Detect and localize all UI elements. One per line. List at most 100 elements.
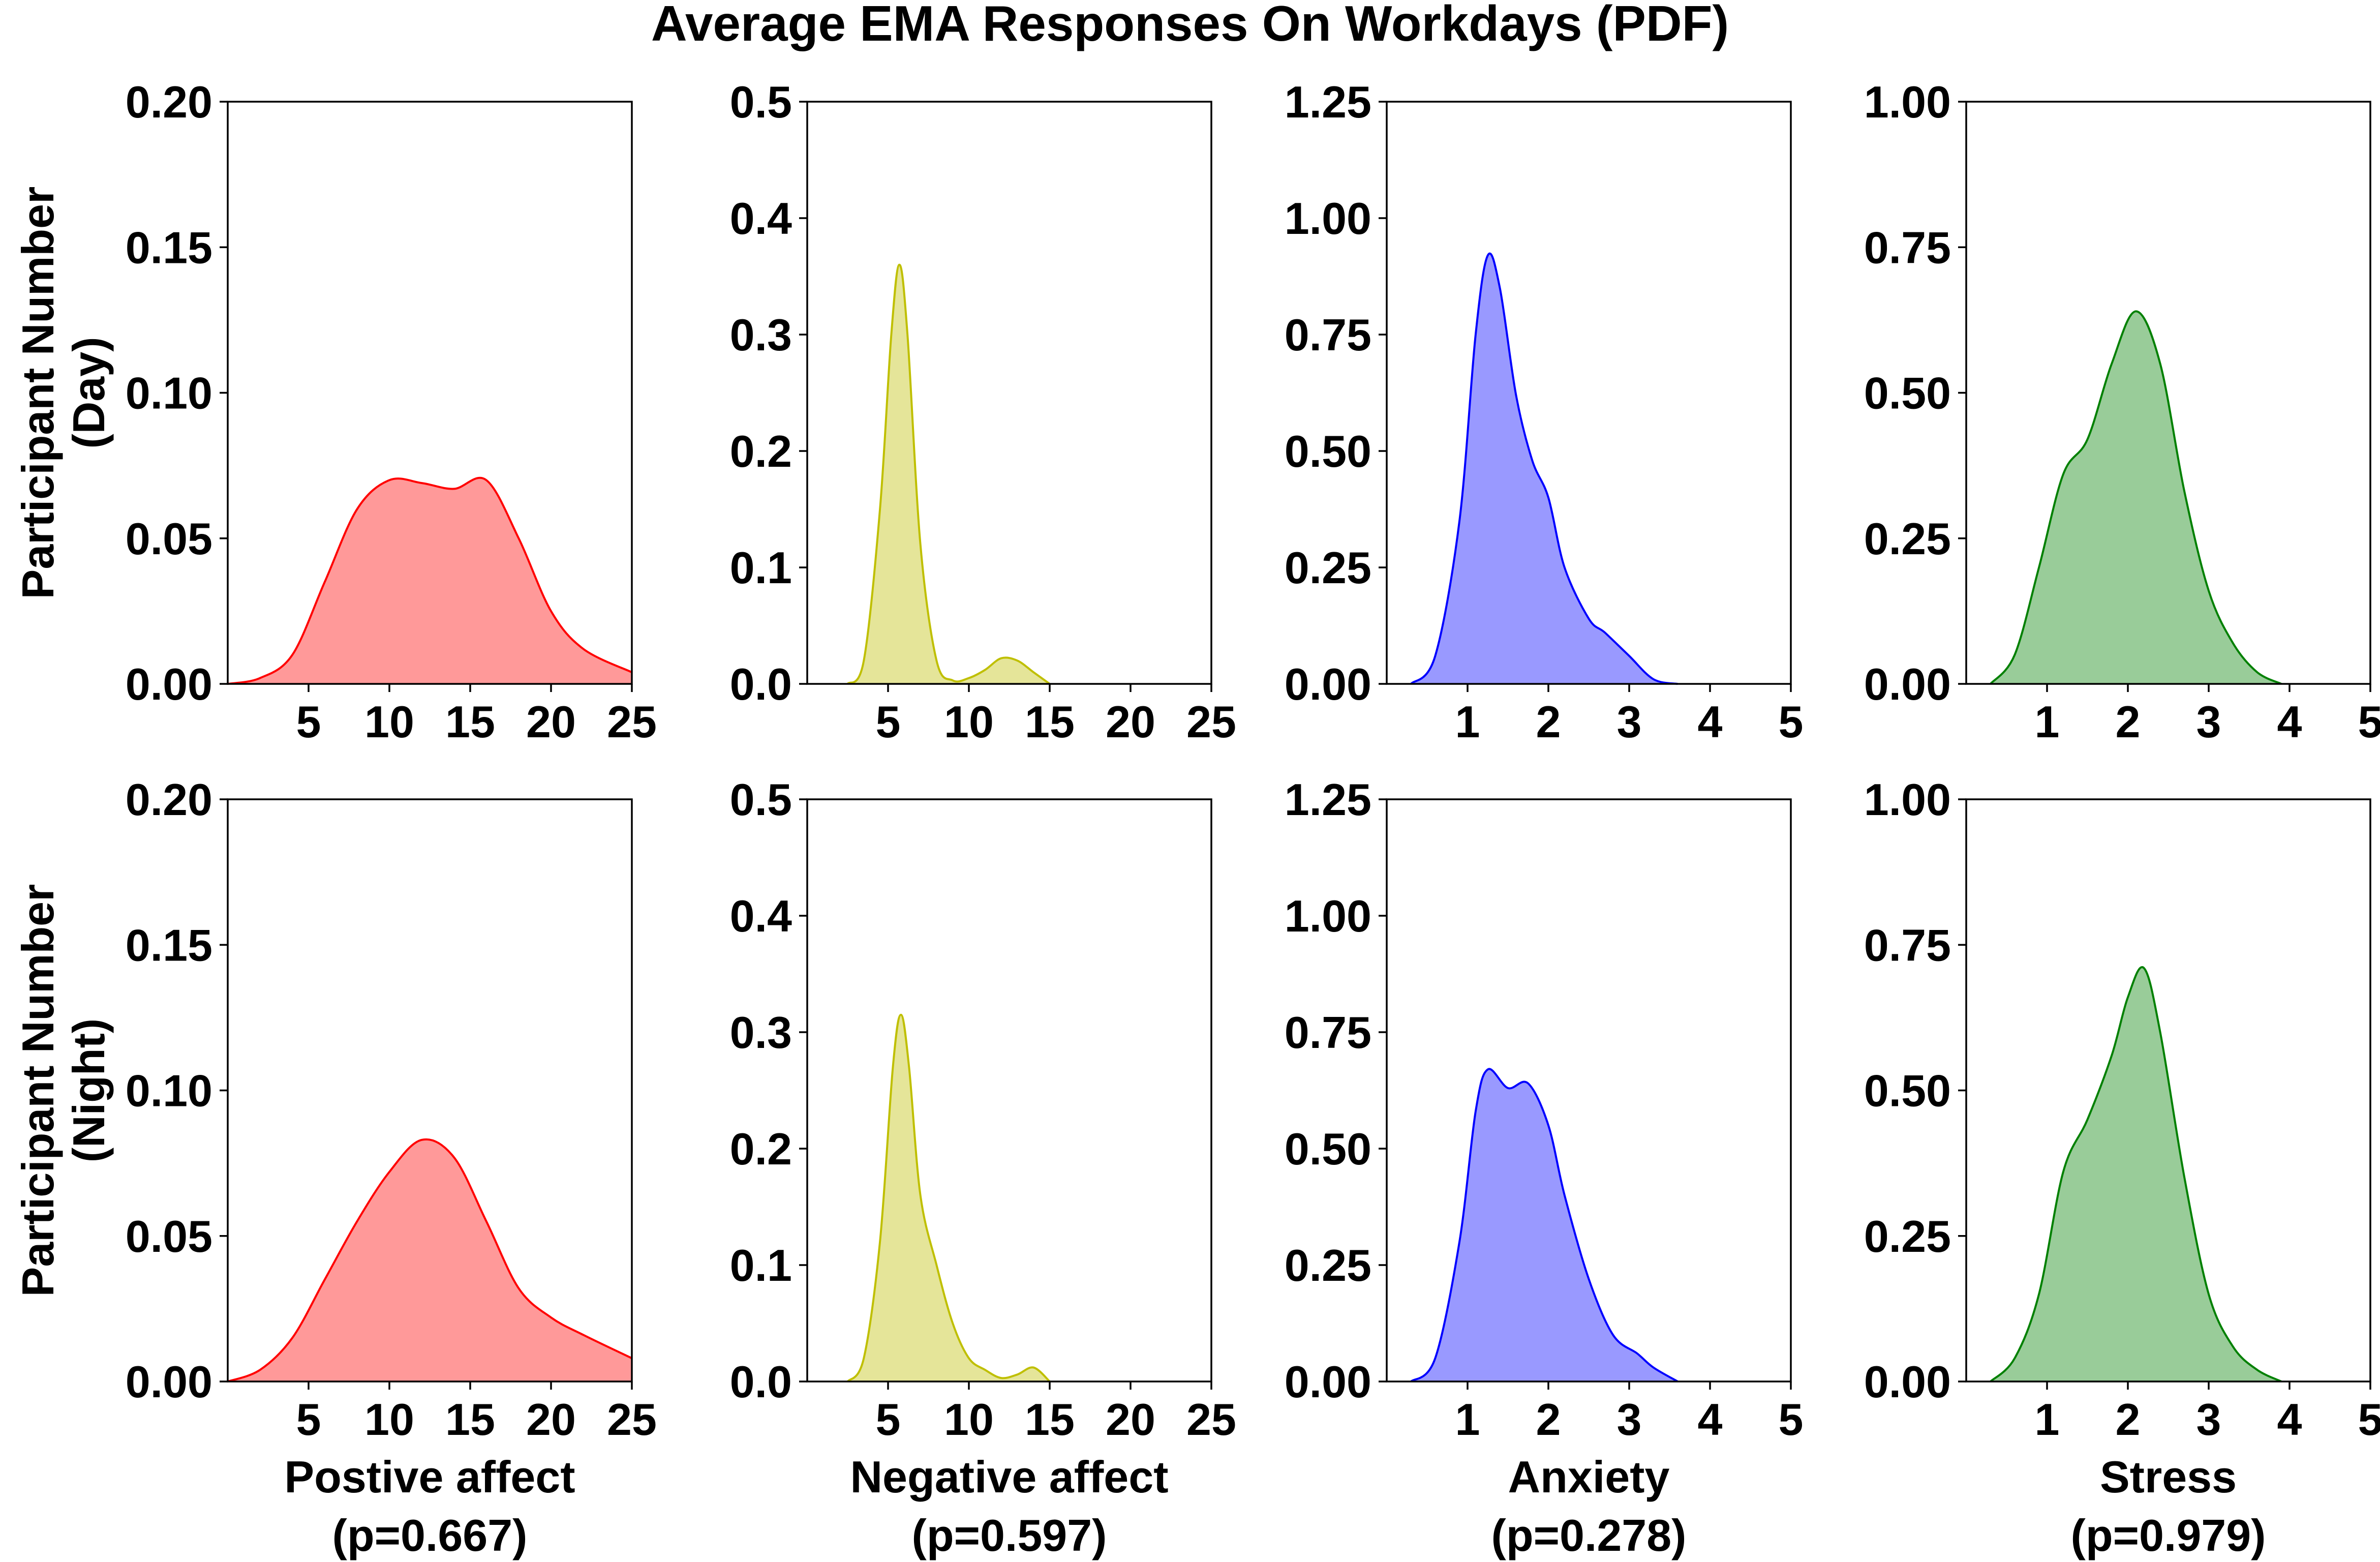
- y-tick-label: 1.00: [1864, 774, 1951, 825]
- x-tick-label: 15: [445, 1394, 495, 1445]
- y-tick-label: 0.25: [1285, 1240, 1371, 1290]
- x-tick-label: 3: [1617, 697, 1642, 747]
- y-tick-label: 1.00: [1864, 77, 1951, 127]
- x-tick-label: 2: [2116, 1394, 2141, 1445]
- density-line: [227, 476, 632, 685]
- y-tick-label: 0.4: [730, 193, 792, 244]
- x-axis-label: Negative affect: [850, 1452, 1168, 1502]
- subplot-r0-c0: 5 10 15 20 25 0.00 0.05 0.10 0.15 0.20: [126, 77, 657, 747]
- x-axis-pvalue: (p=0.597): [912, 1510, 1107, 1560]
- y-tick-label: 1.00: [1285, 193, 1371, 244]
- y-tick-label: 0.1: [730, 543, 792, 593]
- y-tick-label: 0.50: [1285, 426, 1371, 476]
- y-tick-label: 0.5: [730, 77, 792, 127]
- x-tick-label: 10: [364, 1394, 414, 1445]
- y-tick-label: 0.20: [126, 77, 212, 127]
- y-tick-label: 0.0: [730, 1357, 792, 1407]
- x-tick-label: 20: [526, 1394, 576, 1445]
- x-tick-label: 20: [1106, 1394, 1155, 1445]
- x-tick-label: 5: [1779, 697, 1804, 747]
- x-tick-label: 1: [1455, 1394, 1480, 1445]
- density-line: [846, 263, 1051, 685]
- axes-frame: [806, 798, 1212, 1383]
- y-tick-label: 0.25: [1864, 1211, 1951, 1261]
- x-tick-label: 20: [526, 697, 576, 747]
- y-axis-label-line1: Participant Number: [13, 187, 63, 599]
- x-tick-label: 1: [2035, 1394, 2060, 1445]
- y-tick-label: 0.75: [1864, 920, 1951, 970]
- density-line: [1990, 310, 2282, 685]
- y-tick-label: 0.50: [1864, 1066, 1951, 1116]
- x-tick-label: 15: [1025, 1394, 1075, 1445]
- x-tick-label: 25: [607, 1394, 657, 1445]
- y-tick-label: 0.50: [1285, 1124, 1371, 1174]
- y-tick-label: 0.50: [1864, 368, 1951, 418]
- x-tick-label: 20: [1106, 697, 1155, 747]
- y-tick-label: 0.3: [730, 310, 792, 360]
- y-tick-label: 0.10: [126, 1066, 212, 1116]
- y-tick-label: 0.15: [126, 920, 212, 970]
- y-tick-label: 0.00: [1285, 1357, 1371, 1407]
- x-tick-label: 5: [876, 697, 901, 747]
- axes-frame: [1386, 101, 1792, 685]
- x-tick-label: 5: [2358, 1394, 2380, 1445]
- subplot-r0-c2: 1 2 3 4 5 0.00 0.25 0.50 0.75 1.00 1.25: [1285, 77, 1804, 747]
- x-tick-label: 15: [1025, 697, 1075, 747]
- density-fill: [228, 1139, 632, 1381]
- y-axis-label-line2: (Night): [64, 1018, 114, 1162]
- y-tick-label: 0.05: [126, 514, 212, 564]
- x-tick-label: 5: [2358, 697, 2380, 747]
- x-tick-label: 4: [1698, 1394, 1723, 1445]
- x-tick-label: 10: [944, 697, 994, 747]
- x-tick-label: 5: [296, 1394, 321, 1445]
- density-fill: [1990, 967, 2282, 1381]
- subplot-r0-c1: 5 10 15 20 25 0.0 0.1 0.2 0.3 0.4 0.5: [730, 77, 1236, 747]
- x-tick-label: 1: [2035, 697, 2060, 747]
- density-fill: [1990, 311, 2282, 684]
- x-axis-label: Anxiety: [1508, 1452, 1670, 1502]
- figure-title: Average EMA Responses On Workdays (PDF): [651, 0, 1729, 51]
- x-tick-label: 3: [2196, 1394, 2221, 1445]
- y-tick-label: 1.00: [1285, 891, 1371, 941]
- y-tick-label: 0.1: [730, 1240, 792, 1290]
- x-tick-label: 2: [1536, 697, 1561, 747]
- y-axis-label-row-0: Participant Number (Day): [13, 187, 114, 599]
- x-tick-label: 25: [1186, 1394, 1236, 1445]
- y-axis-label-row-1: Participant Number (Night): [13, 884, 114, 1297]
- subplot-r1-c3: 1 2 3 4 5 0.00 0.25 0.50 0.75 1.00 Stress (p=0.979): [1864, 774, 2380, 1560]
- density-fill: [1411, 1069, 1678, 1381]
- subplot-r1-c0: 5 10 15 20 25 0.00 0.05 0.10 0.15 0.20 Postive aff…: [126, 774, 657, 1560]
- x-tick-label: 5: [1779, 1394, 1804, 1445]
- subplot-r0-c3: 1 2 3 4 5 0.00 0.25 0.50 0.75 1.00: [1864, 77, 2380, 747]
- y-tick-label: 0.2: [730, 426, 792, 476]
- y-tick-label: 0.3: [730, 1007, 792, 1058]
- axes-frame: [1386, 798, 1792, 1383]
- x-axis-label: Postive affect: [284, 1452, 575, 1502]
- y-tick-label: 0.15: [126, 222, 212, 273]
- y-tick-label: 0.00: [126, 659, 212, 709]
- y-tick-label: 0.4: [730, 891, 792, 941]
- y-tick-label: 1.25: [1285, 774, 1371, 825]
- y-tick-label: 0.00: [1285, 659, 1371, 709]
- density-line: [1990, 966, 2282, 1383]
- x-axis-pvalue: (p=0.979): [2071, 1510, 2266, 1560]
- x-tick-label: 25: [1186, 697, 1236, 747]
- x-tick-label: 5: [876, 1394, 901, 1445]
- x-tick-label: 2: [1536, 1394, 1561, 1445]
- y-tick-label: 0.25: [1864, 514, 1951, 564]
- y-tick-label: 0.00: [126, 1357, 212, 1407]
- x-axis-pvalue: (p=0.278): [1491, 1510, 1687, 1560]
- x-tick-label: 3: [2196, 697, 2221, 747]
- y-tick-label: 0.75: [1285, 310, 1371, 360]
- x-tick-label: 5: [296, 697, 321, 747]
- density-line: [227, 1138, 632, 1383]
- x-tick-label: 10: [944, 1394, 994, 1445]
- x-tick-label: 3: [1617, 1394, 1642, 1445]
- subplot-r1-c1: 5 10 15 20 25 0.0 0.1 0.2 0.3 0.4 0.5 Negative affe…: [730, 774, 1236, 1560]
- y-tick-label: 0.05: [126, 1211, 212, 1261]
- subplot-grid: 5 10 15 20 250.000.050.100.150.205 10 15 20 250.…: [13, 77, 2380, 1560]
- density-fill: [847, 264, 1050, 684]
- x-tick-label: 4: [2277, 697, 2302, 747]
- axes-frame: [806, 101, 1212, 685]
